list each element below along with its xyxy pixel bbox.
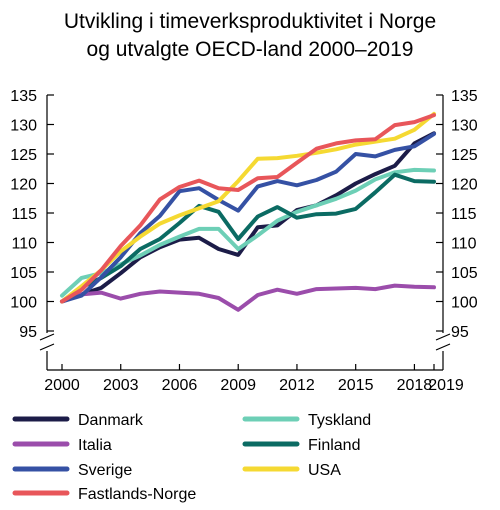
series-line-sverige <box>60 131 436 304</box>
legend: Danmark Tyskland Italia Finland Sverige USA Fa… <box>12 412 371 503</box>
y-tick-label-left: 110 <box>11 236 37 253</box>
axes <box>39 95 451 371</box>
series-line-fastlands-norge <box>60 113 436 304</box>
legend-label-tyskland: Tyskland <box>308 412 371 429</box>
y-tick-label-right: 135 <box>451 88 478 105</box>
y-tick-label-left: 100 <box>10 295 37 312</box>
plot-area <box>60 111 436 312</box>
y-tick-label-left: 105 <box>10 265 37 282</box>
series-line-danmark <box>60 131 436 304</box>
x-tick-label: 2015 <box>338 377 374 394</box>
legend-label-danmark: Danmark <box>78 412 144 429</box>
series-line-finland <box>60 172 436 304</box>
x-tick-label: 2009 <box>220 377 256 394</box>
chart-title-line-1: Utvikling i timeverksproduktivitet i Nor… <box>64 10 436 33</box>
y-tick-label-right: 95 <box>451 324 469 341</box>
x-tick-label: 2019 <box>428 377 464 394</box>
ticks: 95 95 100 100 105 105 110 110 115 115 120 120 125 125… <box>10 88 478 394</box>
x-tick-label: 2012 <box>279 377 315 394</box>
y-tick-label-right: 105 <box>451 265 478 282</box>
y-tick-label-right: 130 <box>451 118 478 135</box>
legend-label-finland: Finland <box>308 437 360 454</box>
legend-label-italia: Italia <box>78 437 112 454</box>
y-tick-label-left: 125 <box>10 147 37 164</box>
series-line-usa <box>60 111 436 304</box>
x-tick-label: 2006 <box>162 377 198 394</box>
y-tick-label-right: 110 <box>451 236 477 253</box>
y-tick-label-right: 115 <box>451 206 477 223</box>
x-tick-label: 2003 <box>103 377 139 394</box>
y-tick-label-right: 100 <box>451 295 478 312</box>
y-tick-label-left: 135 <box>10 88 37 105</box>
legend-label-fastlands-norge: Fastlands-Norge <box>78 486 196 503</box>
y-tick-label-left: 130 <box>10 118 37 135</box>
chart-title-line-2: og utvalgte OECD-land 2000–2019 <box>87 38 414 61</box>
y-tick-label-left: 95 <box>19 324 37 341</box>
x-tick-label: 2000 <box>44 377 80 394</box>
series-line-italia <box>60 283 436 312</box>
y-tick-label-left: 115 <box>11 206 37 223</box>
y-tick-label-left: 120 <box>10 177 37 194</box>
legend-label-sverige: Sverige <box>78 462 132 479</box>
x-tick-label: 2018 <box>397 377 433 394</box>
y-tick-label-right: 120 <box>451 177 478 194</box>
left-axis-break-mark <box>39 333 55 351</box>
y-tick-label-right: 125 <box>451 147 478 164</box>
right-axis-break-mark <box>435 333 451 351</box>
legend-label-usa: USA <box>308 462 341 479</box>
